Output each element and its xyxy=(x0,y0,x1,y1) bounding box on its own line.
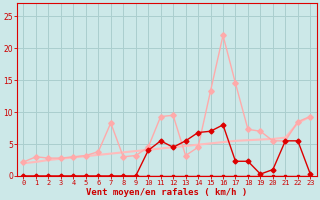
X-axis label: Vent moyen/en rafales ( km/h ): Vent moyen/en rafales ( km/h ) xyxy=(86,188,248,197)
